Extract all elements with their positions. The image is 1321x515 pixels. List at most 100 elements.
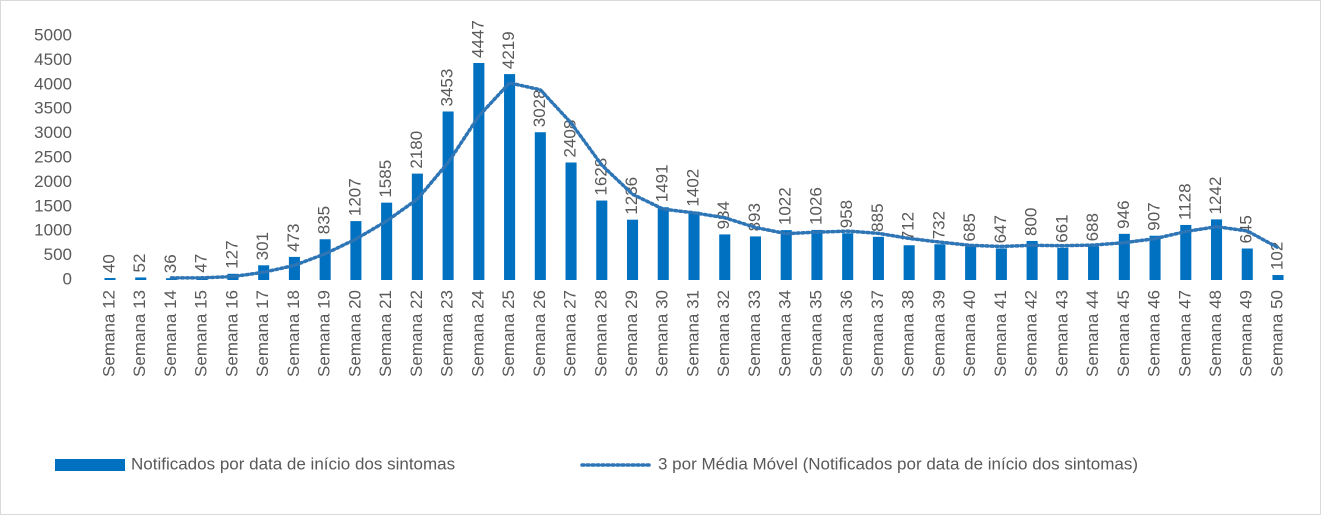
x-tick-label: Semana 43 [1052,290,1071,377]
x-tick-label: Semana 37 [868,290,887,377]
x-tick-label: Semana 24 [468,290,487,377]
data-label: 1585 [376,160,395,198]
x-tick-label: Semana 27 [561,290,580,377]
x-tick-label: Semana 25 [499,290,518,377]
x-tick-label: Semana 16 [222,290,241,377]
bar [811,229,823,280]
bar [350,221,362,280]
bar [1118,233,1130,280]
x-tick-label: Semana 23 [438,290,457,377]
data-label: 52 [130,254,149,273]
data-label: 3028 [530,89,549,127]
data-label: 47 [192,254,211,273]
data-label: 934 [714,201,733,229]
data-label: 473 [284,224,303,252]
bar [995,248,1007,280]
bar [319,239,331,280]
bar [504,74,516,281]
x-tick-label: Semana 26 [530,290,549,377]
y-tick-label: 5000 [34,25,72,44]
data-label: 661 [1052,214,1071,242]
x-tick-label: Semana 21 [376,290,395,377]
x-tick-label: Semana 42 [1022,290,1041,377]
x-tick-label: Semana 36 [837,290,856,377]
data-label: 685 [960,213,979,241]
moving-average-line [169,80,1280,280]
y-tick-label: 4500 [34,50,72,69]
x-tick-label: Semana 20 [345,290,364,377]
data-label: 1207 [345,178,364,216]
x-tick-label: Semana 40 [960,290,979,377]
data-label: 40 [99,254,118,273]
data-label: 102 [1267,242,1286,270]
data-label: 907 [1145,202,1164,230]
bar [381,202,393,280]
data-label: 4219 [499,31,518,69]
y-tick-label: 2000 [34,172,72,191]
bar [135,277,147,280]
bar [1180,224,1192,280]
data-label: 301 [253,232,272,260]
bar [1210,219,1223,280]
data-label: 2408 [561,120,580,158]
bar [1026,240,1038,280]
x-tick-label: Semana 41 [991,290,1010,377]
x-tick-label: Semana 48 [1206,290,1225,377]
x-tick-label: Semana 45 [1114,290,1133,377]
data-label: 2180 [407,131,426,169]
bar [534,132,546,280]
bar [780,230,792,280]
x-tick-label: Semana 30 [653,290,672,377]
data-label: 835 [315,206,334,234]
bar [1149,235,1161,280]
bar [842,233,854,280]
data-label: 712 [899,212,918,240]
x-tick-label: Semana 35 [806,290,825,377]
bar [965,246,977,280]
x-tick-label: Semana 31 [683,290,702,377]
y-tick-label: 0 [63,269,72,288]
x-tick-label: Semana 44 [1083,290,1102,377]
x-tick-label: Semana 14 [161,290,180,377]
data-label: 732 [929,211,948,239]
data-label: 946 [1114,200,1133,228]
data-label: 1491 [653,164,672,202]
x-tick-label: Semana 46 [1145,290,1164,377]
data-label: 688 [1083,213,1102,241]
data-label: 3453 [438,69,457,107]
bar [934,244,946,280]
bar [1272,275,1284,280]
data-label: 1022 [776,187,795,225]
x-tick-label: Semana 32 [714,290,733,377]
bar [411,173,423,280]
x-tick-label: Semana 39 [929,290,948,377]
y-tick-label: 3500 [34,99,72,118]
data-label: 4447 [468,20,487,58]
x-tick-label: Semana 34 [776,290,795,377]
y-tick-label: 500 [44,245,72,264]
legend-label: 3 por Média Móvel (Notificados por data … [658,454,1138,473]
data-label: 36 [161,254,180,273]
data-label: 1242 [1206,177,1225,215]
data-label: 1402 [683,169,702,207]
x-tick-label: Semana 50 [1267,290,1286,377]
bar [104,278,116,280]
bar [473,62,485,280]
x-tick-label: Semana 18 [284,290,303,377]
data-label: 127 [222,240,241,268]
y-tick-label: 2500 [34,147,72,166]
x-tick-label: Semana 15 [192,290,211,377]
bar [749,236,762,280]
bar [688,211,700,280]
bar [657,207,669,280]
x-tick-label: Semana 38 [899,290,918,377]
bar [288,256,300,280]
x-tick-label: Semana 33 [745,290,764,377]
x-tick-label: Semana 13 [130,290,149,377]
x-tick-label: Semana 28 [591,290,610,377]
data-label: 1026 [806,187,825,225]
x-tick-label: Semana 49 [1237,290,1256,377]
data-label: 800 [1022,208,1041,236]
data-label: 958 [837,200,856,228]
